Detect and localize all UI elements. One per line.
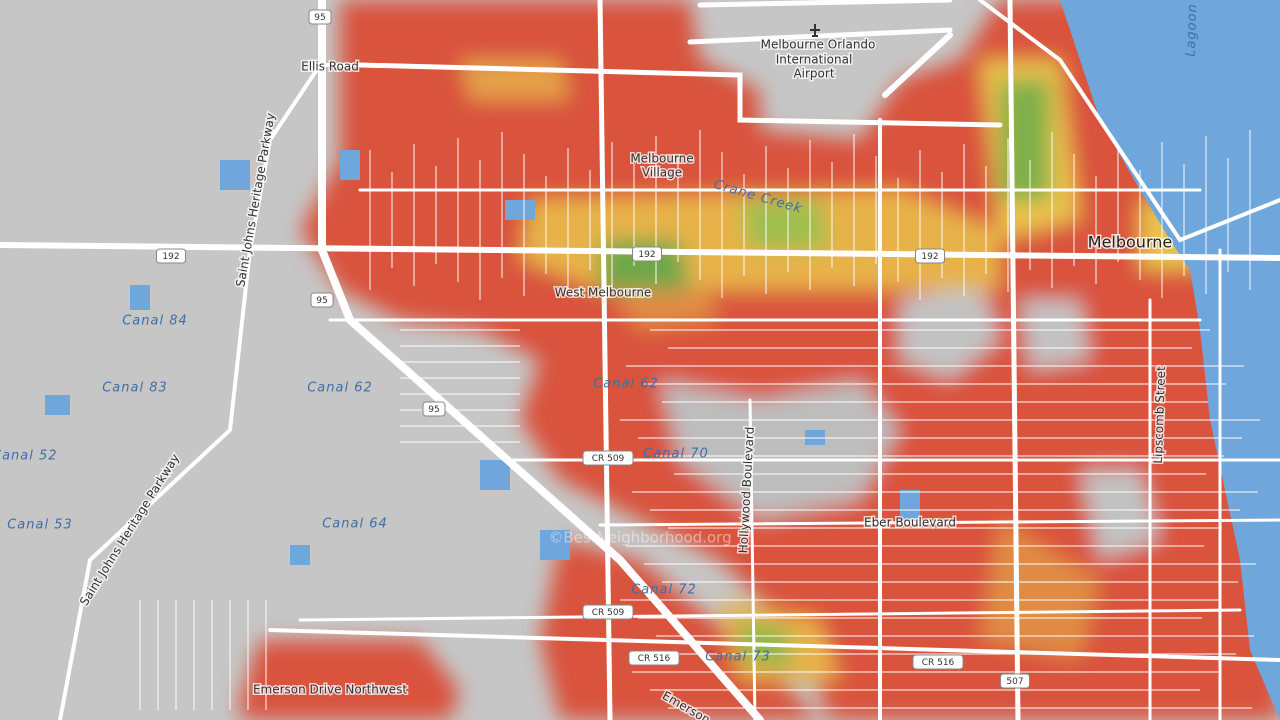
map-label: Canal 83 [102, 381, 168, 396]
shield-plate [156, 248, 186, 264]
shield-label: CR 516 [638, 654, 671, 664]
map-label: Melbourne [630, 152, 693, 166]
map-label: Canal 72 [631, 583, 697, 598]
shield-label: CR 516 [922, 658, 955, 668]
map-label: Lagoon [1184, 3, 1201, 57]
road-shield: 95 [422, 401, 446, 417]
shield-label: 192 [162, 252, 179, 262]
shield-plate [582, 604, 634, 620]
road-shield: 95 [308, 9, 332, 25]
map-label: Canal 70 [643, 447, 709, 462]
road-shield: CR 516 [628, 650, 680, 666]
shield-plate [915, 248, 945, 264]
shield-plate [628, 650, 680, 666]
road-shield: 507 [1000, 673, 1030, 689]
road-shield: CR 516 [912, 654, 964, 670]
map-label: International [776, 53, 853, 67]
map-label: Canal 53 [7, 518, 73, 533]
map-label: Canal 64 [322, 517, 388, 532]
road-shield: 95 [310, 292, 334, 308]
shield-label: 192 [921, 252, 938, 262]
map-label: Village [642, 166, 682, 180]
map-label: Canal 62 [593, 377, 659, 392]
map-label: Canal 73 [705, 650, 771, 665]
shield-label: 95 [314, 13, 325, 23]
road-shield: 192 [156, 248, 186, 264]
map-label: Melbourne Orlando [761, 38, 876, 52]
ponds [45, 150, 920, 565]
shield-plate [308, 9, 332, 25]
streets [139, 130, 1260, 710]
map-label: Lipscomb Street [1151, 366, 1168, 464]
map-label: Airport [793, 67, 834, 81]
shield-plate [310, 292, 334, 308]
shield-label: 95 [428, 405, 439, 415]
shield-plate [912, 654, 964, 670]
map-label: Canal 62 [307, 381, 373, 396]
watermark: ©BestNeighborhood.org [548, 529, 731, 547]
road-shield: 192 [915, 248, 945, 264]
shield-label: CR 509 [592, 454, 625, 464]
lagoon [1060, 0, 1280, 720]
airport-icon [810, 24, 820, 37]
shield-plate [1000, 673, 1030, 689]
shield-label: 507 [1006, 677, 1023, 687]
road-shield: CR 509 [582, 450, 634, 466]
road-shield: CR 509 [582, 604, 634, 620]
map-label: Emerson Drive Northwest [253, 683, 407, 697]
map-label: Eber Boulevard [864, 516, 956, 530]
shield-plate [582, 450, 634, 466]
shield-plate [632, 246, 662, 262]
shield-label: 192 [638, 250, 655, 260]
map-label: Canal 52 [0, 449, 58, 464]
map-label: Melbourne [1088, 233, 1172, 252]
map-label: Canal 84 [122, 314, 188, 329]
road-shield: 192 [632, 246, 662, 262]
shield-plate [422, 401, 446, 417]
map-label: West Melbourne [555, 286, 652, 300]
shield-label: CR 509 [592, 608, 625, 618]
map-label: Ellis Road [301, 60, 359, 74]
shield-label: 95 [316, 296, 327, 306]
